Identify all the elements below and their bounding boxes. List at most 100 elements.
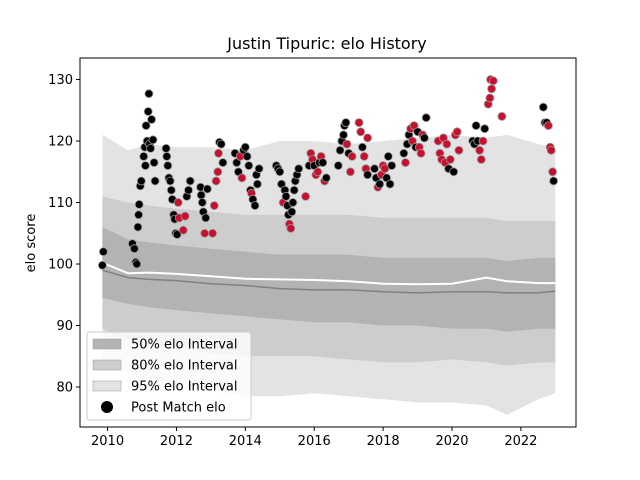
data-point [342, 139, 352, 149]
legend-box [86, 331, 252, 421]
data-point [275, 167, 285, 177]
data-point [237, 173, 247, 183]
data-point [99, 247, 108, 257]
band-50 [102, 227, 556, 332]
data-point [356, 127, 366, 137]
data-point [163, 161, 173, 171]
data-point [475, 145, 485, 155]
data-point [173, 198, 183, 207]
data-point [286, 223, 296, 233]
data-point [240, 142, 250, 152]
data-point [254, 164, 264, 174]
legend-label: Post Match elo [131, 401, 226, 416]
legend-swatch [92, 338, 122, 350]
data-point [370, 164, 379, 174]
y-tick-label: 130 [48, 73, 73, 88]
elo-trend-lines [102, 261, 556, 294]
data-point [148, 135, 158, 145]
x-tick-label: 2014 [229, 434, 262, 449]
data-point [162, 151, 172, 161]
y-tick-label: 100 [48, 258, 73, 273]
data-point [129, 244, 139, 254]
data-point [401, 158, 410, 168]
data-point [200, 228, 210, 238]
data-point [318, 158, 328, 168]
data-point [480, 124, 490, 134]
data-point [419, 133, 429, 143]
data-point [288, 198, 298, 207]
data-point [335, 145, 345, 155]
data-point [487, 84, 497, 94]
data-point [289, 185, 299, 195]
data-point [133, 222, 143, 232]
data-point [216, 139, 226, 149]
mean-line [102, 261, 556, 286]
data-point [449, 167, 459, 177]
data-point [383, 151, 393, 161]
x-tick-label: 2022 [504, 434, 537, 449]
post-match-points [98, 75, 558, 270]
data-point [339, 130, 348, 140]
data-point [452, 127, 462, 137]
x-tick-label: 2010 [91, 434, 124, 449]
data-point [281, 191, 291, 201]
data-point [476, 155, 486, 164]
data-point [471, 121, 481, 130]
data-point [149, 158, 159, 168]
legend: 50% elo Interval 80% elo Interval 95% elo … [86, 331, 252, 421]
legend-label: 80% elo Interval [131, 359, 238, 374]
data-point [244, 161, 254, 171]
data-point [209, 201, 219, 211]
data-point [211, 176, 221, 186]
data-point [196, 190, 206, 200]
data-point [375, 179, 385, 189]
data-point [416, 148, 426, 158]
data-point [485, 93, 495, 103]
x-tick-label: 2020 [435, 434, 468, 449]
data-point [252, 179, 262, 189]
y-tick-label: 120 [48, 135, 73, 150]
data-point [341, 118, 351, 127]
data-point [354, 118, 364, 127]
data-point [549, 176, 558, 186]
data-point [141, 121, 151, 130]
data-point [134, 210, 144, 220]
data-point [399, 148, 409, 158]
legend-label: 50% elo Interval [131, 338, 238, 353]
data-point [357, 142, 367, 152]
data-point [218, 158, 228, 168]
data-point [544, 121, 553, 130]
median-line [102, 269, 556, 294]
data-point [333, 161, 343, 171]
data-point [134, 199, 144, 209]
data-point [213, 167, 223, 177]
data-point [139, 151, 149, 161]
data-point [161, 143, 171, 153]
data-point [442, 139, 452, 149]
data-point [345, 167, 355, 177]
data-point [214, 148, 223, 158]
data-point [144, 89, 154, 99]
data-point [150, 176, 160, 186]
data-point [184, 185, 193, 195]
data-point [146, 143, 156, 153]
data-point [147, 115, 157, 124]
data-point [548, 167, 557, 177]
data-point [347, 151, 357, 161]
data-point [359, 151, 369, 161]
data-point [478, 136, 488, 146]
data-point [321, 173, 331, 183]
data-point [172, 230, 182, 239]
legend-marker [101, 401, 113, 413]
data-point [166, 185, 176, 195]
plot-frame [79, 57, 577, 428]
data-point [301, 191, 311, 201]
y-tick-label: 110 [48, 196, 73, 211]
x-tick-label: 2018 [367, 434, 400, 449]
data-point [387, 161, 397, 171]
data-point [497, 112, 507, 121]
x-tick-label: 2012 [160, 434, 193, 449]
data-point [165, 176, 175, 186]
data-point [180, 211, 190, 221]
data-point [178, 225, 188, 235]
